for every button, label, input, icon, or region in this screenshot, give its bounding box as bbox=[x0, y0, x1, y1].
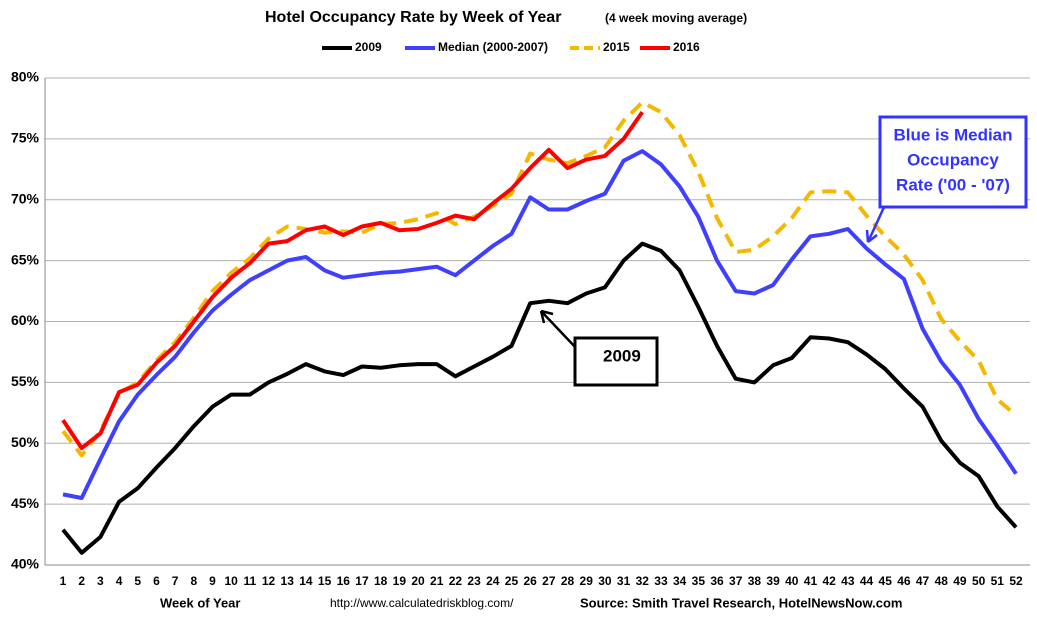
annotation-text: 2009 bbox=[603, 346, 641, 365]
x-tick-label: 44 bbox=[860, 574, 874, 588]
series-line bbox=[62, 149, 1018, 500]
url: http://www.calculatedriskblog.com/ bbox=[330, 596, 514, 610]
x-tick-label: 41 bbox=[804, 574, 818, 588]
source: Source: Smith Travel Research, HotelNews… bbox=[580, 595, 902, 610]
x-tick-label: 42 bbox=[822, 574, 836, 588]
y-tick-label: 75% bbox=[11, 130, 40, 146]
annotation-text: Rate ('00 - '07) bbox=[896, 175, 1010, 194]
x-tick-label: 47 bbox=[916, 574, 930, 588]
x-tick-label: 17 bbox=[355, 574, 369, 588]
x-tick-label: 30 bbox=[598, 574, 612, 588]
x-tick-label: 16 bbox=[337, 574, 351, 588]
annotation-text: Occupancy bbox=[907, 150, 999, 169]
chart-title: Hotel Occupancy Rate by Week of Year bbox=[265, 9, 561, 26]
legend-label: 2016 bbox=[673, 40, 700, 54]
x-tick-label: 39 bbox=[766, 574, 780, 588]
x-tick-label: 31 bbox=[617, 574, 631, 588]
x-tick-label: 20 bbox=[411, 574, 425, 588]
x-tick-label: 4 bbox=[116, 574, 123, 588]
x-tick-label: 15 bbox=[318, 574, 332, 588]
x-tick-label: 22 bbox=[449, 574, 463, 588]
x-tick-label: 9 bbox=[209, 574, 216, 588]
x-tick-label: 7 bbox=[172, 574, 179, 588]
x-tick-label: 25 bbox=[505, 574, 519, 588]
x-tick-label: 3 bbox=[97, 574, 104, 588]
x-tick-label: 45 bbox=[879, 574, 893, 588]
x-tick-label: 32 bbox=[636, 574, 650, 588]
x-tick-label: 24 bbox=[486, 574, 500, 588]
annotation-arrow bbox=[865, 204, 887, 243]
x-tick-label: 36 bbox=[710, 574, 724, 588]
x-tick-label: 13 bbox=[281, 574, 295, 588]
x-tick-label: 38 bbox=[748, 574, 762, 588]
y-tick-label: 40% bbox=[11, 556, 40, 572]
x-tick-label: 1 bbox=[60, 574, 67, 588]
x-tick-label: 8 bbox=[190, 574, 197, 588]
x-axis-label: Week of Year bbox=[160, 595, 240, 610]
x-tick-label: 23 bbox=[467, 574, 481, 588]
x-tick-label: 49 bbox=[953, 574, 967, 588]
x-tick-label: 18 bbox=[374, 574, 388, 588]
x-tick-label: 29 bbox=[580, 574, 594, 588]
x-tick-label: 12 bbox=[262, 574, 276, 588]
x-tick-label: 35 bbox=[692, 574, 706, 588]
x-tick-label: 33 bbox=[654, 574, 668, 588]
y-tick-label: 50% bbox=[11, 434, 40, 450]
chart-subtitle: (4 week moving average) bbox=[605, 11, 747, 25]
y-tick-label: 70% bbox=[11, 190, 40, 206]
x-tick-label: 2 bbox=[78, 574, 85, 588]
x-tick-label: 46 bbox=[897, 574, 911, 588]
x-tick-label: 5 bbox=[134, 574, 141, 588]
x-tick-label: 11 bbox=[244, 574, 257, 588]
x-tick-label: 21 bbox=[430, 574, 444, 588]
annotation-arrow bbox=[539, 309, 578, 350]
y-tick-label: 80% bbox=[11, 69, 40, 85]
x-tick-label: 37 bbox=[729, 574, 743, 588]
x-tick-label: 19 bbox=[393, 574, 407, 588]
x-tick-label: 48 bbox=[935, 574, 949, 588]
x-tick-label: 6 bbox=[153, 574, 160, 588]
y-tick-label: 45% bbox=[11, 495, 40, 511]
series-line bbox=[61, 100, 1018, 458]
legend-label: Median (2000-2007) bbox=[438, 40, 548, 54]
annotation-box bbox=[573, 336, 659, 387]
x-tick-label: 14 bbox=[299, 574, 313, 588]
x-tick-label: 27 bbox=[542, 574, 556, 588]
y-tick-label: 55% bbox=[11, 373, 40, 389]
x-tick-label: 43 bbox=[841, 574, 855, 588]
x-tick-label: 51 bbox=[991, 574, 1005, 588]
x-tick-label: 10 bbox=[224, 574, 238, 588]
x-tick-label: 40 bbox=[785, 574, 799, 588]
series-line bbox=[61, 110, 644, 451]
annotation-text: Blue is Median bbox=[893, 125, 1012, 144]
x-tick-label: 50 bbox=[972, 574, 986, 588]
legend-label: 2015 bbox=[603, 40, 630, 54]
x-tick-label: 34 bbox=[673, 574, 687, 588]
annotation-box bbox=[878, 115, 1028, 209]
series-line bbox=[61, 241, 1018, 555]
x-tick-label: 28 bbox=[561, 574, 575, 588]
x-tick-label: 26 bbox=[523, 574, 537, 588]
legend-label: 2009 bbox=[355, 40, 382, 54]
x-tick-label: 52 bbox=[1009, 574, 1023, 588]
y-tick-label: 65% bbox=[11, 251, 40, 267]
y-tick-label: 60% bbox=[11, 312, 40, 328]
